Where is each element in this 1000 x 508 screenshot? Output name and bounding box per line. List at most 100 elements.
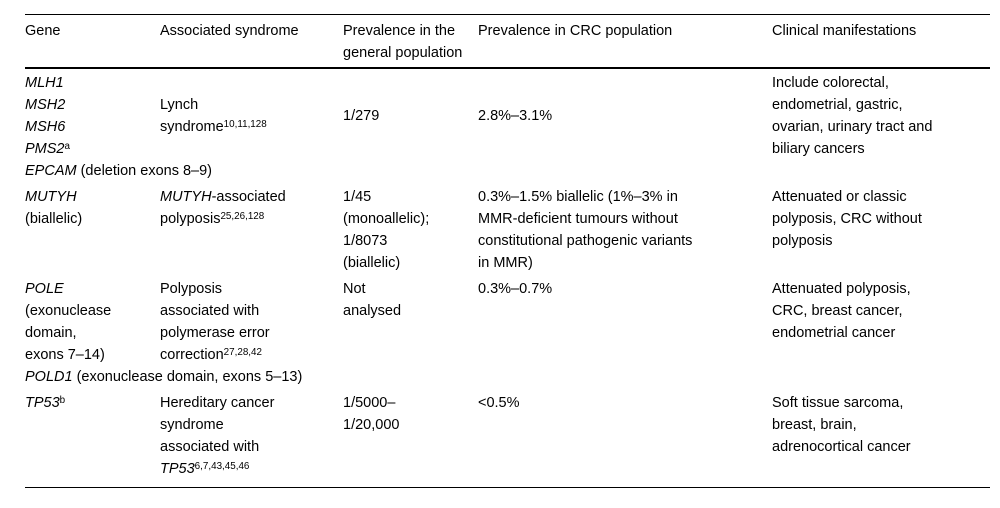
- text-run: polyposis: [772, 233, 833, 249]
- text-line: 2.8%–3.1%: [478, 105, 762, 127]
- text-run: 0.3%–0.7%: [478, 281, 553, 297]
- text-run: Not: [343, 281, 366, 297]
- text-line: (monoallelic);: [343, 208, 468, 230]
- column-header-associated-syndrome: Associated syndrome: [160, 14, 343, 69]
- text-line: MUTYH: [25, 186, 150, 208]
- text-run: 1/20,000: [343, 417, 400, 433]
- cell-prevalence-crc-pole: 0.3%–0.7%: [478, 274, 772, 366]
- text-line: polyposis: [772, 230, 980, 252]
- text-run: 1/8073: [343, 233, 388, 249]
- text-run: in MMR): [478, 255, 533, 271]
- text-line: polymerase error: [160, 322, 333, 344]
- text-line: Lynch: [160, 94, 333, 116]
- text-line: Attenuated polyposis,: [772, 278, 980, 300]
- text-line: Attenuated or classic: [772, 186, 980, 208]
- table-container: Gene Associated syndrome Prevalence in t…: [25, 14, 990, 488]
- text-run: CRC, breast cancer,: [772, 303, 903, 319]
- text-run: breast, brain,: [772, 417, 857, 433]
- column-header-clinical-manifestations: Clinical manifestations: [772, 14, 990, 69]
- text-line: exons 7–14): [25, 344, 150, 366]
- table-row: MUTYH (biallelic) MUTYH-associated polyposi…: [25, 182, 990, 274]
- text-run: POLE: [25, 281, 64, 297]
- text-line: associated with: [160, 436, 333, 458]
- text-run: ovarian, urinary tract and: [772, 119, 933, 135]
- text-line: polyposis25,26,128: [160, 208, 333, 230]
- text-line: TP53b: [25, 392, 150, 414]
- text-line: MUTYH-associated: [160, 186, 333, 208]
- table-row: EPCAM (deletion exons 8–9): [25, 160, 990, 182]
- cell-syndrome-tp53: Hereditary cancer syndrome associated with…: [160, 388, 343, 488]
- text-line: TP536,7,43,45,46: [160, 458, 333, 480]
- text-line: associated with: [160, 300, 333, 322]
- text-run: Include colorectal,: [772, 75, 889, 91]
- text-line: Soft tissue sarcoma,: [772, 392, 980, 414]
- text-line: (biallelic): [343, 252, 468, 274]
- text-run: polymerase error: [160, 325, 270, 341]
- text-line: MSH6: [25, 116, 150, 138]
- text-line: 0.3%–1.5% biallelic (1%–3% in: [478, 186, 762, 208]
- text-run: MSH6: [25, 119, 66, 135]
- text-run: associated with: [160, 303, 260, 319]
- text-run: (deletion exons 8–9): [76, 163, 212, 179]
- text-line: Hereditary cancer: [160, 392, 333, 414]
- text-run: adrenocortical cancer: [772, 439, 911, 455]
- text-run: syndrome: [160, 417, 224, 433]
- text-line: PMS2a: [25, 138, 150, 160]
- text-run: TP53: [160, 461, 195, 477]
- text-run: endometrial, gastric,: [772, 97, 903, 113]
- superscript-reference: 27,28,42: [223, 346, 262, 358]
- text-line: endometrial, gastric,: [772, 94, 980, 116]
- text-run: Polyposis: [160, 281, 223, 297]
- table-row: POLE (exonuclease domain, exons 7–14) Polypo…: [25, 274, 990, 366]
- text-run: Lynch: [160, 97, 199, 113]
- text-run: syndrome: [160, 119, 224, 135]
- text-line: CRC, breast cancer,: [772, 300, 980, 322]
- text-line: ovarian, urinary tract and: [772, 116, 980, 138]
- cell-prevalence-crc-mutyh: 0.3%–1.5% biallelic (1%–3% in MMR-deficie…: [478, 182, 772, 274]
- text-line: analysed: [343, 300, 468, 322]
- text-run: correction: [160, 347, 224, 363]
- text-line: MSH2: [25, 94, 150, 116]
- text-line: 1/8073: [343, 230, 468, 252]
- text-run: endometrial cancer: [772, 325, 896, 341]
- table-row: POLD1 (exonuclease domain, exons 5–13): [25, 366, 990, 388]
- text-line: Include colorectal,: [772, 72, 980, 94]
- cell-prevalence-general-tp53: 1/5000– 1/20,000: [343, 388, 478, 488]
- text-run: MSH2: [25, 97, 66, 113]
- text-run: biliary cancers: [772, 141, 865, 157]
- text-line: biliary cancers: [772, 138, 980, 160]
- text-run: (monoallelic);: [343, 211, 430, 227]
- cell-gene-mutyh: MUTYH (biallelic): [25, 182, 160, 274]
- text-run: -associated: [211, 189, 286, 205]
- column-header-gene: Gene: [25, 14, 160, 69]
- text-run: Attenuated or classic: [772, 189, 907, 205]
- cell-gene-lynch: MLH1 MSH2 MSH6 PMS2a: [25, 68, 160, 160]
- gene-syndrome-table: Gene Associated syndrome Prevalence in t…: [25, 14, 990, 488]
- text-line: syndrome10,11,128: [160, 116, 333, 138]
- header-row: Gene Associated syndrome Prevalence in t…: [25, 14, 990, 69]
- text-run: (exonuclease domain, exons 5–13): [72, 369, 303, 385]
- text-run: MLH1: [25, 75, 64, 91]
- text-line: 1/279: [343, 105, 468, 127]
- text-line: EPCAM (deletion exons 8–9): [25, 160, 762, 182]
- text-line: POLE: [25, 278, 150, 300]
- text-run: Hereditary cancer: [160, 395, 275, 411]
- text-run: 1/5000–: [343, 395, 396, 411]
- text-run: MMR-deficient tumours without: [478, 211, 678, 227]
- text-line: 1/20,000: [343, 414, 468, 436]
- text-run: polyposis, CRC without: [772, 211, 922, 227]
- text-line: in MMR): [478, 252, 762, 274]
- text-run: constitutional pathogenic variants: [478, 233, 693, 249]
- text-line: breast, brain,: [772, 414, 980, 436]
- text-line: Not: [343, 278, 468, 300]
- text-run: 2.8%–3.1%: [478, 108, 553, 124]
- cell-prevalence-crc-lynch: 2.8%–3.1%: [478, 68, 772, 160]
- text-run: associated with: [160, 439, 260, 455]
- text-run: polyposis: [160, 211, 221, 227]
- text-line: (exonuclease: [25, 300, 150, 322]
- text-run: 1/45: [343, 189, 372, 205]
- text-run: domain,: [25, 325, 77, 341]
- superscript-reference: b: [59, 394, 66, 406]
- superscript-reference: 25,26,128: [220, 210, 265, 222]
- cell-prevalence-general-pole: Not analysed: [343, 274, 478, 366]
